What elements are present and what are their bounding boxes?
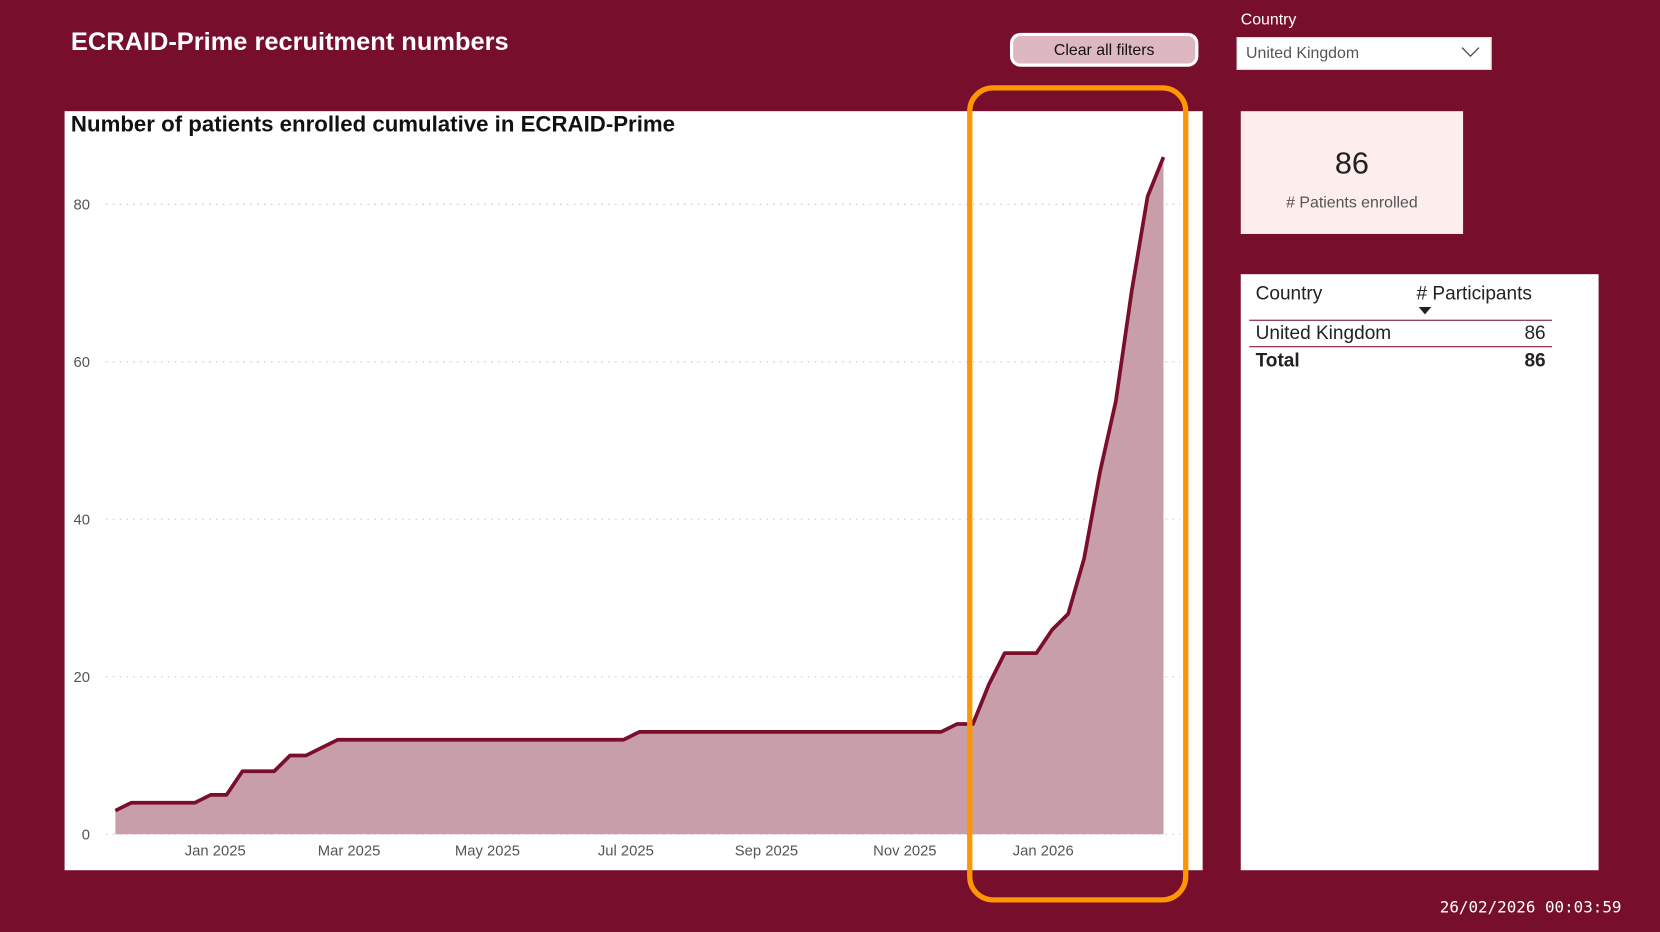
total-label: Total <box>1255 349 1300 371</box>
patients-enrolled-card: 86 # Patients enrolled <box>1240 111 1464 234</box>
kpi-label: # Patients enrolled <box>1286 193 1418 212</box>
country-dropdown[interactable]: United Kingdom <box>1236 37 1492 70</box>
participants-table: Country # Participants United Kingdom 86… <box>1240 274 1599 871</box>
total-value: 86 <box>1524 349 1546 371</box>
country-filter-label: Country <box>1240 10 1297 29</box>
page-title: ECRAID-Prime recruitment numbers <box>70 27 509 57</box>
kpi-value: 86 <box>1334 147 1369 182</box>
table-row-participants: 86 <box>1524 321 1546 344</box>
chevron-down-icon <box>1461 44 1480 61</box>
chart-title: Number of patients enrolled cumulative i… <box>70 112 676 137</box>
divider <box>1249 319 1553 321</box>
table-row-country: United Kingdom <box>1255 321 1392 344</box>
column-header-participants[interactable]: # Participants <box>1416 282 1532 304</box>
sort-descending-icon[interactable] <box>1418 307 1432 315</box>
country-dropdown-value: United Kingdom <box>1246 44 1360 63</box>
column-header-country[interactable]: Country <box>1255 282 1323 304</box>
divider <box>1249 346 1553 348</box>
refresh-timestamp: 26/02/2026 00:03:59 <box>1439 897 1622 917</box>
chart-panel <box>64 111 1203 871</box>
clear-all-filters-button[interactable]: Clear all filters <box>1009 32 1199 67</box>
